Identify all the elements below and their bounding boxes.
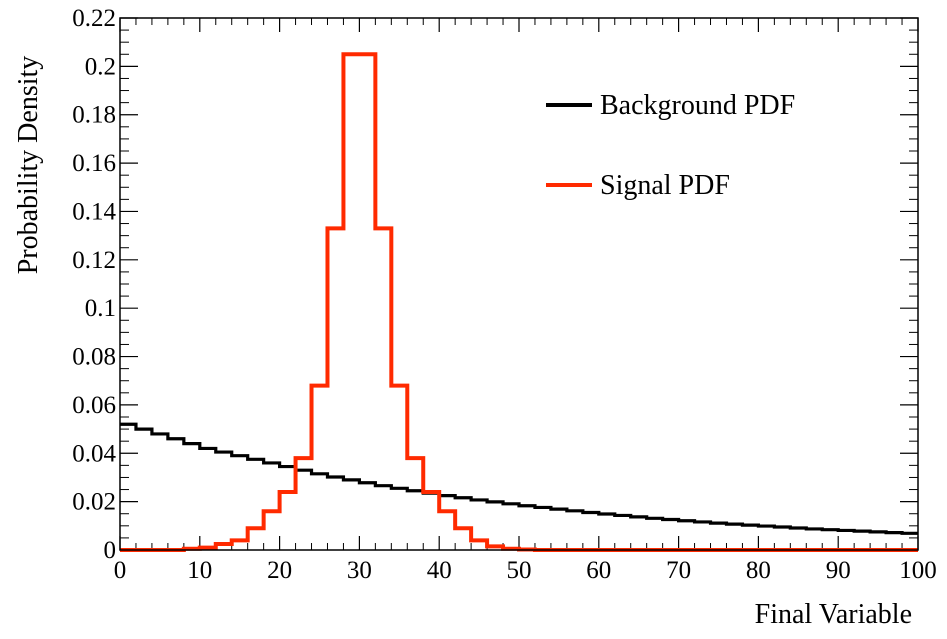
signal-pdf-line [120,52,918,552]
x-tick-label: 90 [826,557,851,584]
x-tick-label: 50 [507,557,532,584]
x-axis-title: Final Variable [755,599,912,630]
y-axis-title: Probability Density [13,56,44,275]
legend-signal-pdf-label: Signal PDF [600,170,730,201]
y-tick-label: 0.22 [72,5,116,32]
x-tick-label: 20 [267,557,292,584]
x-tick-label: 100 [899,557,937,584]
x-tick-label: 10 [187,557,212,584]
y-tick-label: 0.08 [72,344,116,371]
x-tick-label: 30 [347,557,372,584]
legend-background-pdf-label: Background PDF [600,90,795,121]
y-tick-label: 0.18 [72,102,116,129]
y-tick-label: 0.04 [72,440,116,467]
y-tick-label: 0.16 [72,150,116,177]
y-tick-label: 0.06 [72,392,116,419]
x-tick-label: 70 [666,557,691,584]
y-tick-label: 0.1 [85,295,116,322]
y-tick-label: 0 [104,537,117,564]
y-tick-label: 0.14 [72,198,116,225]
x-tick-label: 0 [114,557,127,584]
y-tick-label: 0.12 [72,247,116,274]
y-tick-label: 0.02 [72,489,116,516]
background-pdf-line [120,422,918,535]
plot-frame [119,17,919,551]
x-tick-label: 40 [427,557,452,584]
x-tick-label: 60 [586,557,611,584]
y-tick-label: 0.2 [85,53,116,80]
x-tick-label: 80 [746,557,771,584]
